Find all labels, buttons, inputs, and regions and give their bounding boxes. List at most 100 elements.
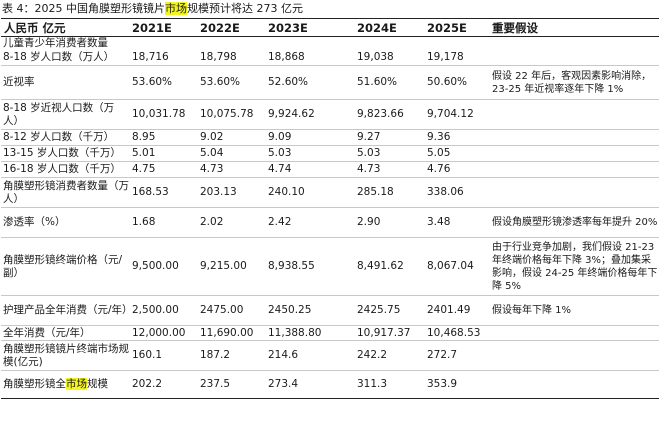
caption-suffix: 规模预计将达 273 亿元 <box>187 2 303 15</box>
cell-value: 2.42 <box>265 207 354 238</box>
row-assumption <box>489 370 659 399</box>
row-assumption <box>489 129 659 146</box>
cell-value: 2475.00 <box>197 295 265 326</box>
cell-value: 203.13 <box>197 177 265 208</box>
header-unit: 人民币 亿元 <box>1 18 129 37</box>
cell-value: 9,823.66 <box>354 99 424 130</box>
cell-value: 18,868 <box>265 50 354 66</box>
header-year: 2024E <box>354 18 424 37</box>
row-assumption <box>489 340 659 371</box>
row-label: 近视率 <box>1 65 129 100</box>
market-size-table: 人民币 亿元 2021E 2022E 2023E 2024E 2025E 重要假… <box>1 18 659 399</box>
row-label: 角膜塑形镜镜片终端市场规模(亿元) <box>1 340 129 371</box>
caption-prefix: 表 4：2025 中国角膜塑形镜镜片 <box>2 2 165 15</box>
cell-value: 9.36 <box>424 129 489 146</box>
cell-value: 242.2 <box>354 340 424 371</box>
cell-value: 272.7 <box>424 340 489 371</box>
row-assumption: 假设 22 年后，客观因素影响消除，23-25 年近视率逐年下降 1% <box>489 65 659 100</box>
cell-value <box>265 37 354 51</box>
row-label: 儿童青少年消费者数量 <box>3 37 108 50</box>
header-assumption: 重要假设 <box>489 18 659 37</box>
cell-value <box>424 37 489 51</box>
cell-value: 10,075.78 <box>197 99 265 130</box>
cell-value: 2450.25 <box>265 295 354 326</box>
cell-value: 5.03 <box>354 145 424 162</box>
table-caption: 表 4：2025 中国角膜塑形镜镜片市场规模预计将达 273 亿元 <box>0 0 660 18</box>
cell-value: 4.76 <box>424 161 489 178</box>
header-year: 2022E <box>197 18 265 37</box>
header-year: 2023E <box>265 18 354 37</box>
cell-value: 50.60% <box>424 65 489 100</box>
row-assumption <box>489 177 659 208</box>
cell-value: 2401.49 <box>424 295 489 326</box>
header-year: 2021E <box>129 18 197 37</box>
row-assumption <box>489 99 659 130</box>
row-label-prefix: 角膜塑形镜全 <box>3 378 66 390</box>
table-row: 13-15 岁人口数（千万） 5.01 5.04 5.03 5.03 5.05 <box>1 145 659 162</box>
cell-value: 10,917.37 <box>354 325 424 341</box>
cell-value: 202.2 <box>129 370 197 399</box>
row-assumption <box>489 50 659 66</box>
cell-value: 9.09 <box>265 129 354 146</box>
row-assumption <box>489 37 659 51</box>
header-row: 人民币 亿元 2021E 2022E 2023E 2024E 2025E 重要假… <box>1 18 659 37</box>
cell-value: 2,500.00 <box>129 295 197 326</box>
cell-value: 160.1 <box>129 340 197 371</box>
table-row: 角膜塑形镜消费者数量（万人） 168.53 203.13 240.10 285.18 33… <box>1 177 659 208</box>
row-label: 护理产品全年消费（元/年） <box>1 295 129 326</box>
cell-value: 311.3 <box>354 370 424 399</box>
cell-value: 5.03 <box>265 145 354 162</box>
cell-value: 18,716 <box>129 50 197 66</box>
cell-value: 237.5 <box>197 370 265 399</box>
row-label: 8-18 岁近视人口数（万人） <box>1 99 129 130</box>
table-row: 角膜塑形镜终端价格（元/副） 9,500.00 9,215.00 8,938.55 8,… <box>1 237 659 296</box>
row-label-highlight: 市场 <box>66 378 87 390</box>
cell-value <box>129 37 197 51</box>
cell-value: 18,798 <box>197 50 265 66</box>
row-label: 角膜塑形镜全市场规模 <box>1 370 129 399</box>
cell-value: 2425.75 <box>354 295 424 326</box>
row-label-suffix: 规模 <box>87 378 108 390</box>
cell-value: 9.27 <box>354 129 424 146</box>
cell-value: 338.06 <box>424 177 489 208</box>
table-row: 角膜塑形镜全市场规模 202.2 237.5 273.4 311.3 353.9 <box>1 370 659 399</box>
cell-value: 8,938.55 <box>265 237 354 296</box>
cell-value: 240.10 <box>265 177 354 208</box>
cell-value: 11,388.80 <box>265 325 354 341</box>
cell-value: 51.60% <box>354 65 424 100</box>
cell-value: 19,038 <box>354 50 424 66</box>
cell-value: 2.90 <box>354 207 424 238</box>
row-assumption: 假设每年下降 1% <box>489 295 659 326</box>
cell-value: 53.60% <box>197 65 265 100</box>
cell-value: 353.9 <box>424 370 489 399</box>
table-row: 渗透率（%） 1.68 2.02 2.42 2.90 3.48 假设角膜塑形镜渗透率每年提升… <box>1 207 659 238</box>
table-row: 护理产品全年消费（元/年） 2,500.00 2475.00 2450.25 2425.… <box>1 295 659 326</box>
cell-value: 52.60% <box>265 65 354 100</box>
row-assumption: 假设角膜塑形镜渗透率每年提升 20% <box>489 207 659 238</box>
row-label: 渗透率（%） <box>1 207 129 238</box>
table-row: 全年消费（元/年） 12,000.00 11,690.00 11,388.80 10,9… <box>1 325 659 341</box>
cell-value: 8,067.04 <box>424 237 489 296</box>
cell-value: 4.73 <box>354 161 424 178</box>
cell-value: 4.73 <box>197 161 265 178</box>
row-label: 16-18 岁人口数（千万） <box>1 161 129 178</box>
row-label: 角膜塑形镜终端价格（元/副） <box>1 237 129 296</box>
row-assumption <box>489 325 659 341</box>
row-assumption: 由于行业竞争加剧，我们假设 21-23 年终端价格每年下降 3%；叠加集采影响，… <box>489 237 659 296</box>
row-label: 13-15 岁人口数（千万） <box>1 145 129 162</box>
cell-value: 12,000.00 <box>129 325 197 341</box>
cell-value: 214.6 <box>265 340 354 371</box>
cell-value: 8,491.62 <box>354 237 424 296</box>
cell-value: 285.18 <box>354 177 424 208</box>
table-row: 8-12 岁人口数（千万） 8.95 9.02 9.09 9.27 9.36 <box>1 129 659 146</box>
cell-value: 5.04 <box>197 145 265 162</box>
row-assumption <box>489 145 659 162</box>
table-row: 角膜塑形镜镜片终端市场规模(亿元) 160.1 187.2 214.6 242.2 272… <box>1 340 659 371</box>
table-row: 16-18 岁人口数（千万） 4.75 4.73 4.74 4.73 4.76 <box>1 161 659 178</box>
cell-value: 5.01 <box>129 145 197 162</box>
cell-value: 9,704.12 <box>424 99 489 130</box>
cell-value: 9,500.00 <box>129 237 197 296</box>
cell-value: 9,215.00 <box>197 237 265 296</box>
cell-value: 2.02 <box>197 207 265 238</box>
cell-value: 4.75 <box>129 161 197 178</box>
